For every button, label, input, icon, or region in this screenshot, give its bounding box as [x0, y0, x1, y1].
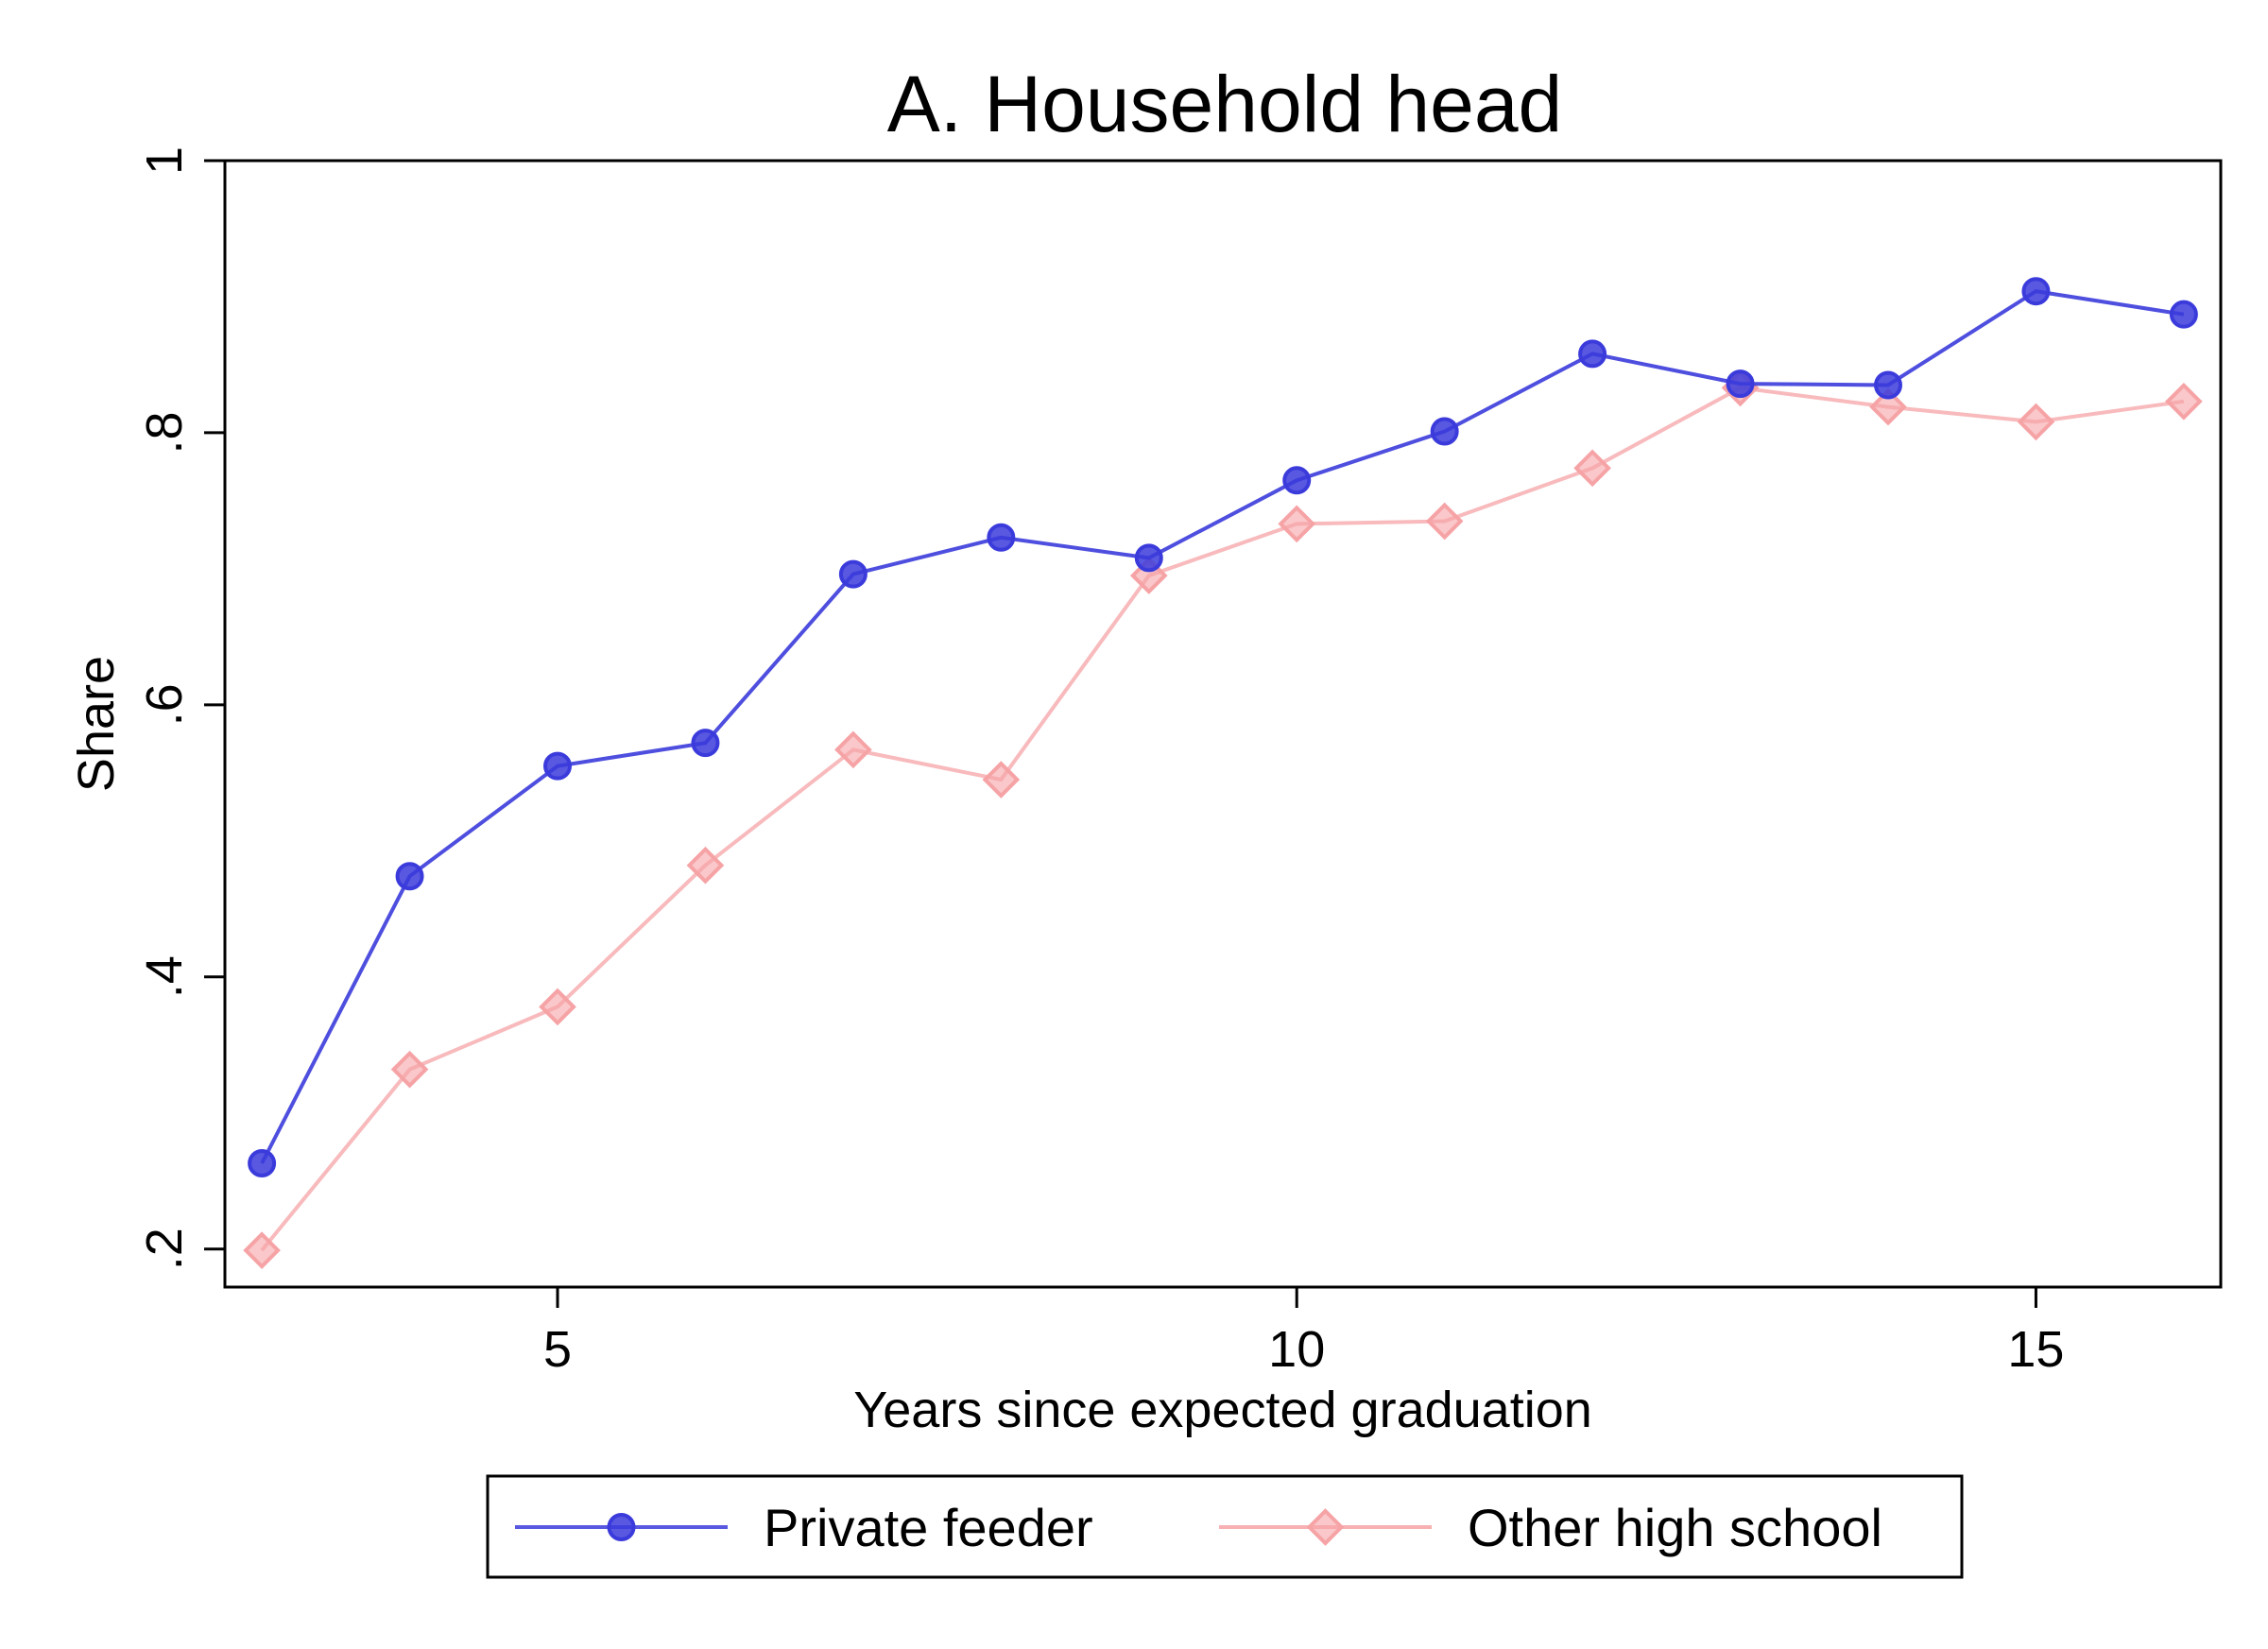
- data-point: [2021, 277, 2051, 306]
- y-tick-label: 1: [136, 146, 193, 175]
- data-point: [834, 730, 872, 769]
- data-point: [1578, 339, 1607, 369]
- y-tick-label: .4: [136, 955, 193, 998]
- data-point: [686, 846, 725, 885]
- x-tick-label: 15: [2007, 1321, 2064, 1378]
- data-point: [1134, 543, 1163, 573]
- data-point: [1430, 417, 1459, 446]
- legend-entry: Private feeder: [515, 1498, 1093, 1557]
- legend-label: Other high school: [1468, 1498, 1882, 1557]
- x-axis-label: Years since expected graduation: [853, 1382, 1592, 1438]
- chart-title: A. Household head: [887, 60, 1563, 148]
- legend-label: Private feeder: [764, 1498, 1093, 1557]
- data-point: [1282, 466, 1312, 495]
- series-private-feeder: [248, 277, 2198, 1177]
- plot-area-border: [223, 159, 2223, 1289]
- data-point: [1869, 387, 1907, 426]
- series-line: [260, 289, 2185, 1164]
- legend-marker: [1306, 1508, 1345, 1546]
- data-point: [1726, 369, 1755, 399]
- data-point: [1573, 449, 1611, 488]
- data-point: [1874, 370, 1902, 400]
- legend-entry: Other high school: [1219, 1498, 1882, 1557]
- y-tick-label: .2: [136, 1228, 193, 1270]
- series-other-high-school: [243, 369, 2203, 1269]
- data-point: [390, 1050, 429, 1089]
- data-point: [2169, 300, 2198, 329]
- data-point: [2165, 382, 2203, 421]
- y-tick-label: .8: [136, 411, 193, 454]
- data-point: [539, 988, 576, 1026]
- data-point: [543, 751, 572, 781]
- data-point: [1425, 502, 1464, 541]
- legend: Private feeder Other high school: [486, 1474, 1964, 1579]
- data-point: [1278, 505, 1316, 543]
- data-point: [987, 523, 1016, 552]
- data-point: [838, 559, 868, 589]
- y-tick-label: .6: [136, 683, 193, 726]
- data-point: [243, 1231, 281, 1269]
- series-layer: [243, 277, 2203, 1269]
- y-axis: .2 .4 .6 .8 1: [136, 146, 225, 1270]
- series-line: [260, 386, 2185, 1252]
- data-point: [691, 729, 720, 758]
- data-point: [395, 862, 424, 891]
- data-point: [982, 761, 1021, 799]
- y-axis-label: Share: [68, 656, 125, 792]
- x-axis: 5 10 15: [543, 1287, 2064, 1378]
- legend-marker: [607, 1513, 636, 1541]
- x-tick-label: 10: [1268, 1321, 1325, 1378]
- data-point: [248, 1148, 277, 1177]
- data-point: [2017, 403, 2055, 441]
- x-tick-label: 5: [543, 1321, 572, 1378]
